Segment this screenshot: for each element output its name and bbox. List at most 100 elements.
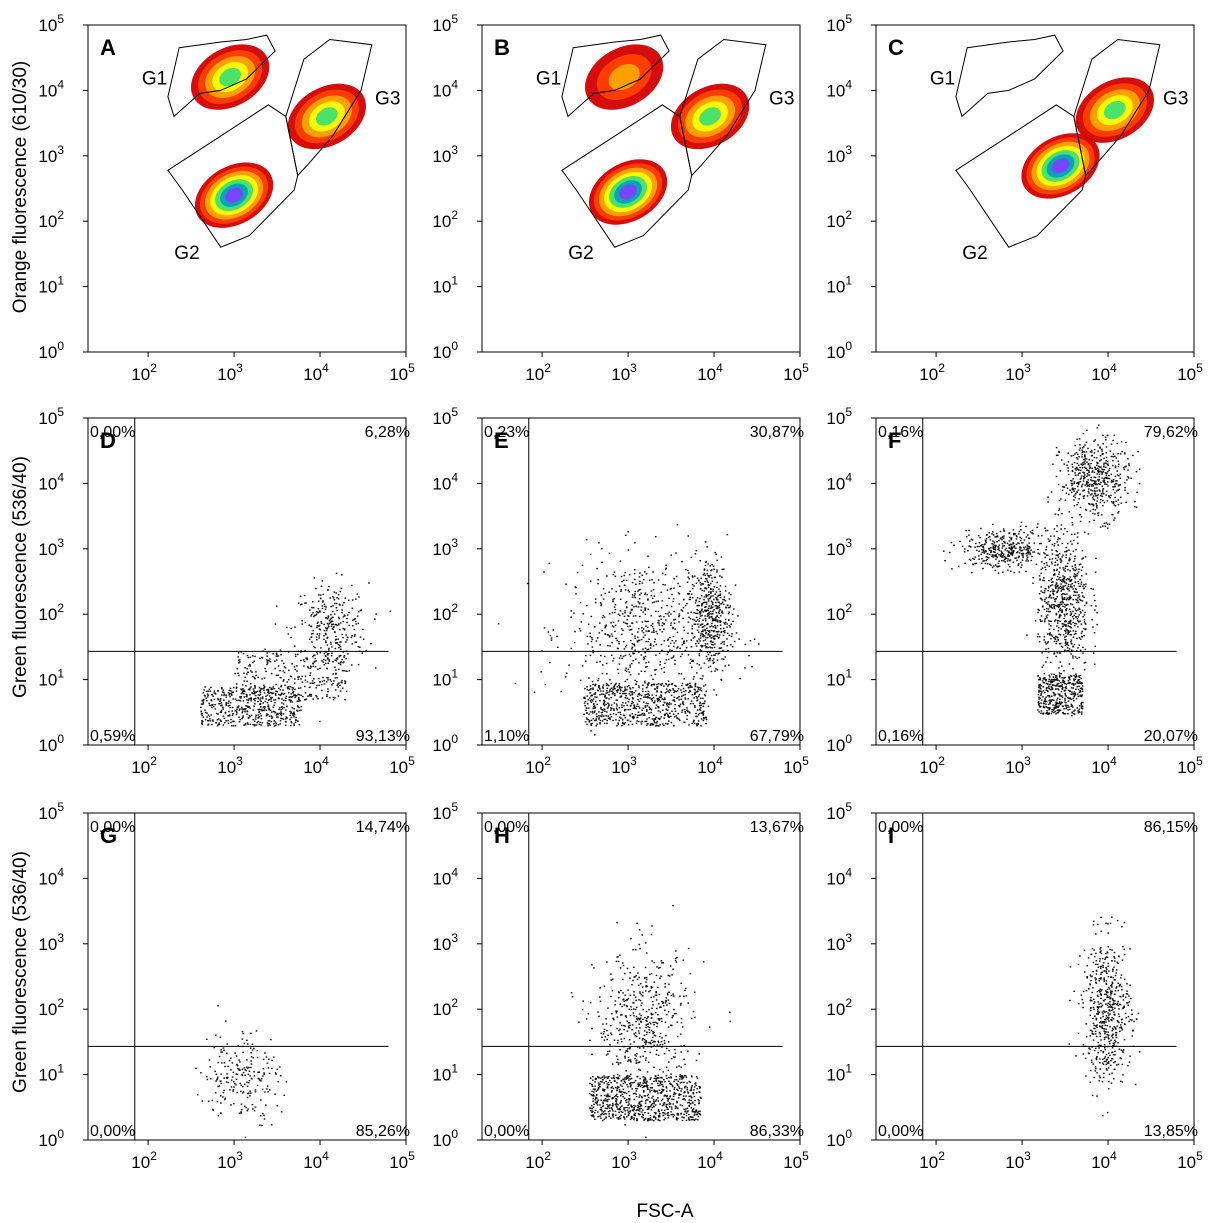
event-dot xyxy=(260,715,263,717)
event-dot xyxy=(719,594,722,596)
event-dot xyxy=(1072,684,1075,686)
event-dot xyxy=(334,666,336,668)
event-dot xyxy=(1075,616,1077,618)
event-dot xyxy=(688,711,691,713)
event-dot xyxy=(360,609,363,611)
event-dot xyxy=(1067,644,1070,646)
event-dot xyxy=(1060,560,1063,562)
event-dot xyxy=(694,685,697,688)
event-dot xyxy=(1058,615,1061,617)
event-dot xyxy=(663,615,665,618)
event-dot xyxy=(621,657,623,659)
event-dot xyxy=(268,715,271,717)
event-dot xyxy=(1111,501,1113,503)
event-dot xyxy=(207,1100,210,1102)
event-dot xyxy=(710,629,713,632)
event-dot xyxy=(722,598,724,601)
event-dot xyxy=(1052,581,1054,583)
event-dot xyxy=(716,559,718,561)
event-dot xyxy=(1098,489,1101,491)
event-dot xyxy=(1058,695,1061,697)
event-dot xyxy=(1061,542,1064,545)
event-dot xyxy=(1057,606,1060,609)
event-dot xyxy=(323,652,326,655)
event-dot xyxy=(549,661,551,664)
event-dot xyxy=(1038,690,1041,692)
event-dot xyxy=(724,656,727,658)
event-dot xyxy=(1106,434,1109,437)
event-dot xyxy=(1005,547,1008,550)
event-dot xyxy=(1098,465,1100,467)
event-dot xyxy=(236,668,238,670)
event-dot xyxy=(624,717,627,719)
event-dot xyxy=(702,574,705,576)
event-dot xyxy=(710,670,713,673)
event-dot xyxy=(624,602,627,604)
event-dot xyxy=(1106,527,1109,529)
event-dot xyxy=(240,693,243,695)
event-dot xyxy=(282,703,285,705)
event-dot xyxy=(977,535,980,537)
event-dot xyxy=(1086,461,1088,463)
event-dot xyxy=(1066,649,1069,652)
event-dot xyxy=(290,627,292,630)
event-dot xyxy=(753,638,756,640)
event-dot xyxy=(1049,594,1051,596)
event-dot xyxy=(645,687,648,689)
event-dot xyxy=(1077,468,1079,470)
event-dot xyxy=(586,695,588,697)
event-dot xyxy=(353,635,356,637)
event-dot xyxy=(313,660,316,663)
event-dot xyxy=(248,665,250,667)
event-dot xyxy=(325,681,328,683)
event-dot xyxy=(1064,644,1067,647)
event-dot xyxy=(293,694,295,696)
event-dot xyxy=(599,688,601,690)
event-dot xyxy=(670,605,673,608)
event-dot xyxy=(258,723,261,726)
event-dot xyxy=(645,720,648,722)
event-dot xyxy=(343,661,345,663)
event-dot xyxy=(992,556,995,558)
event-dot xyxy=(649,707,652,710)
event-dot xyxy=(1041,666,1044,668)
event-dot xyxy=(1079,681,1081,683)
event-dot xyxy=(1027,534,1029,536)
event-dot xyxy=(676,524,679,526)
event-dot xyxy=(497,623,500,625)
event-dot xyxy=(270,698,272,700)
event-dot xyxy=(343,628,346,630)
event-dot xyxy=(712,588,715,591)
event-dot xyxy=(327,691,329,693)
event-dot xyxy=(235,683,238,685)
event-dot xyxy=(647,661,650,663)
event-dot xyxy=(374,618,376,620)
event-dot xyxy=(310,666,312,668)
event-dot xyxy=(613,606,616,608)
event-dot xyxy=(1070,653,1072,655)
event-dot xyxy=(646,696,649,698)
event-dot xyxy=(1051,635,1054,637)
event-dot xyxy=(312,629,314,632)
event-dot xyxy=(707,600,710,602)
event-dot xyxy=(980,527,982,530)
event-dot xyxy=(309,672,312,674)
event-dot xyxy=(1020,552,1023,555)
event-dot xyxy=(274,667,276,670)
event-dot xyxy=(1135,471,1138,473)
event-dot xyxy=(718,610,721,612)
event-dot xyxy=(313,615,315,618)
event-dot xyxy=(249,656,252,658)
event-dot xyxy=(330,643,332,645)
event-dot xyxy=(1079,493,1081,495)
event-dot xyxy=(1055,446,1058,449)
event-dot xyxy=(1083,634,1085,637)
event-dot xyxy=(1063,708,1065,710)
event-dot xyxy=(291,696,294,698)
event-dot xyxy=(673,587,675,589)
event-dot xyxy=(994,547,996,549)
event-dot xyxy=(702,713,705,715)
event-dot xyxy=(1116,480,1118,482)
event-dot xyxy=(1062,533,1065,535)
